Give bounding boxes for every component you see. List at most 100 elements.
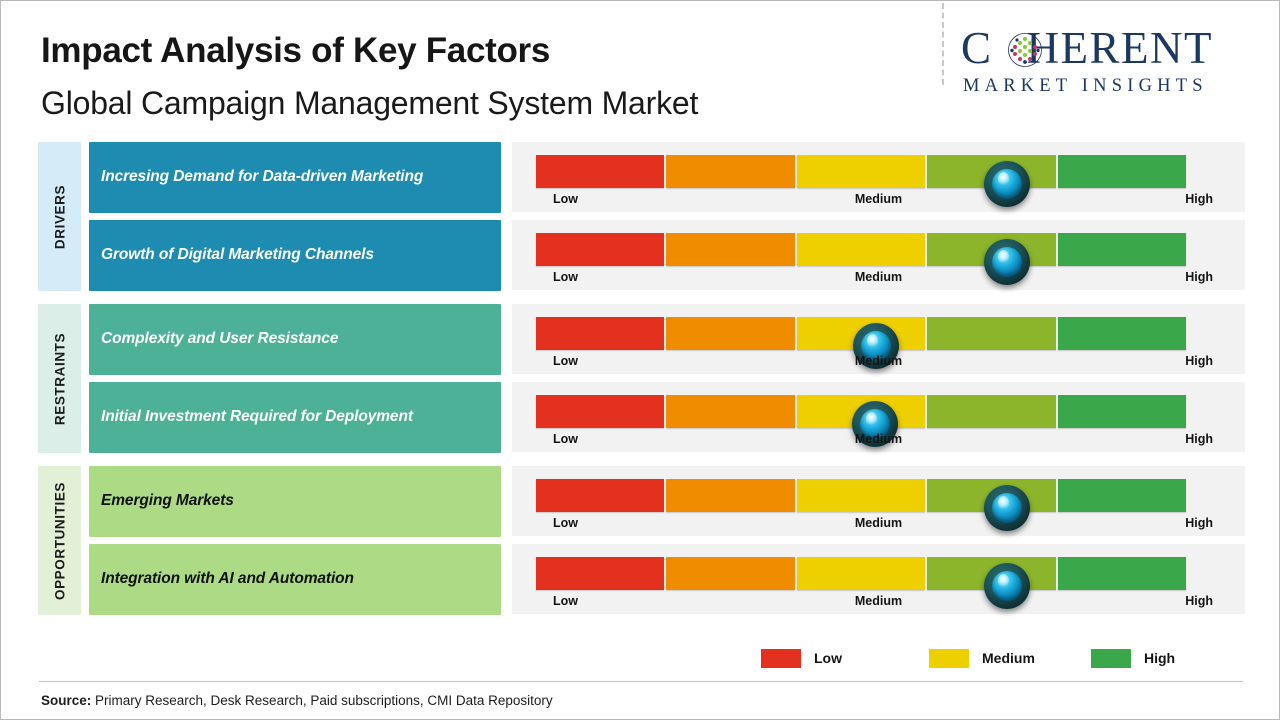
gauge-segment-3 bbox=[796, 233, 926, 266]
gauge-bar bbox=[536, 317, 1188, 369]
gauge-segment-1 bbox=[536, 233, 665, 266]
impact-marker[interactable] bbox=[984, 485, 1031, 531]
legend-item: Medium bbox=[929, 646, 1035, 670]
factor-label: Integration with AI and Automation bbox=[101, 570, 354, 588]
scale-tick-high: High bbox=[1185, 354, 1213, 368]
page-title: Impact Analysis of Key Factors bbox=[41, 31, 551, 70]
gauge-segment-1 bbox=[536, 317, 665, 350]
gauge-row: Low Medium High bbox=[512, 142, 1245, 212]
gauge-segment-3 bbox=[796, 557, 926, 590]
gauge-segment-3 bbox=[796, 155, 926, 188]
category-panel: RESTRAINTS bbox=[38, 304, 81, 453]
gauge-segment-5 bbox=[1057, 317, 1187, 350]
legend-label: High bbox=[1144, 650, 1176, 666]
factor-box[interactable]: Incresing Demand for Data-driven Marketi… bbox=[89, 142, 501, 213]
gauge-bar bbox=[536, 479, 1188, 531]
gauge-row: Low Medium High bbox=[512, 466, 1245, 536]
impact-marker[interactable] bbox=[984, 563, 1031, 609]
category-label: OPPORTUNITIES bbox=[52, 481, 67, 600]
coherent-market-insights-logo: COHERENT bbox=[961, 23, 1269, 103]
factor-label: Initial Investment Required for Deployme… bbox=[101, 408, 413, 426]
header: Impact Analysis of Key Factors Global Ca… bbox=[1, 1, 1279, 133]
scale-tick-high: High bbox=[1185, 516, 1213, 530]
gauge-bar bbox=[536, 395, 1188, 447]
marker-highlight bbox=[998, 496, 1010, 510]
impact-marker[interactable] bbox=[984, 161, 1031, 207]
gauge-bar bbox=[536, 557, 1188, 609]
scale-tick-high: High bbox=[1185, 192, 1213, 206]
scale-tick-low: Low bbox=[553, 516, 578, 530]
scale-tick-low: Low bbox=[553, 270, 578, 284]
logo-tagline: MARKET INSIGHTS bbox=[963, 76, 1208, 96]
gauge-row: Low Medium High bbox=[512, 304, 1245, 374]
logo-wordmark: COHERENT bbox=[961, 23, 1269, 73]
factor-label: Growth of Digital Marketing Channels bbox=[101, 246, 374, 264]
marker-highlight bbox=[866, 412, 878, 426]
marker-highlight bbox=[998, 574, 1010, 588]
impact-marker[interactable] bbox=[852, 401, 899, 447]
gauge-segment-2 bbox=[666, 317, 795, 350]
legend-item: Low bbox=[761, 646, 842, 670]
gauge-segment-4 bbox=[927, 395, 1056, 428]
legend-label: Low bbox=[814, 650, 842, 666]
gauge-row: Low Medium High bbox=[512, 220, 1245, 290]
factor-label: Emerging Markets bbox=[101, 492, 234, 510]
globe-dots-icon bbox=[1007, 32, 1043, 68]
legend-swatch bbox=[1091, 648, 1131, 668]
gauge-segment-5 bbox=[1057, 155, 1187, 188]
category-label: RESTRAINTS bbox=[52, 332, 67, 425]
source-label: Source: bbox=[41, 693, 92, 708]
marker-highlight bbox=[998, 250, 1010, 264]
gauge-segment-1 bbox=[536, 557, 665, 590]
logo-divider bbox=[942, 3, 944, 85]
scale-tick-medium: Medium bbox=[854, 192, 903, 206]
scale-tick-low: Low bbox=[553, 192, 578, 206]
gauge-segment-3 bbox=[796, 479, 926, 512]
gauge-segment-2 bbox=[666, 479, 795, 512]
gauge-bar bbox=[536, 233, 1188, 285]
gauge-row: Low Medium High bbox=[512, 544, 1245, 614]
factor-label: Complexity and User Resistance bbox=[101, 330, 339, 348]
scale-tick-medium: Medium bbox=[854, 354, 903, 368]
legend-label: Medium bbox=[982, 650, 1035, 666]
factor-box[interactable]: Complexity and User Resistance bbox=[89, 304, 501, 375]
gauge-segment-2 bbox=[666, 233, 795, 266]
gauge-segment-4 bbox=[927, 317, 1056, 350]
footer-divider bbox=[39, 681, 1243, 682]
factor-box[interactable]: Emerging Markets bbox=[89, 466, 501, 537]
logo-letter-c: C bbox=[961, 23, 993, 73]
scale-tick-medium: Medium bbox=[854, 432, 903, 446]
category-panel: DRIVERS bbox=[38, 142, 81, 291]
scale-tick-low: Low bbox=[553, 432, 578, 446]
legend-swatch bbox=[761, 648, 801, 668]
scale-tick-high: High bbox=[1185, 594, 1213, 608]
source-text: Primary Research, Desk Research, Paid su… bbox=[91, 693, 553, 708]
marker-highlight bbox=[998, 172, 1010, 186]
gauge-segment-2 bbox=[666, 155, 795, 188]
gauge-segment-2 bbox=[666, 395, 795, 428]
scale-tick-low: Low bbox=[553, 594, 578, 608]
gauge-segment-2 bbox=[666, 557, 795, 590]
scale-tick-medium: Medium bbox=[854, 594, 903, 608]
gauge-segment-1 bbox=[536, 155, 665, 188]
factor-label: Incresing Demand for Data-driven Marketi… bbox=[101, 168, 424, 186]
gauge-segment-5 bbox=[1057, 557, 1187, 590]
marker-highlight bbox=[867, 334, 879, 348]
category-panel: OPPORTUNITIES bbox=[38, 466, 81, 615]
factor-box[interactable]: Integration with AI and Automation bbox=[89, 544, 501, 615]
legend-item: High bbox=[1091, 646, 1175, 670]
impact-marker[interactable] bbox=[853, 323, 900, 369]
factor-box[interactable]: Initial Investment Required for Deployme… bbox=[89, 382, 501, 453]
category-label: DRIVERS bbox=[52, 184, 67, 249]
page-subtitle: Global Campaign Management System Market bbox=[41, 85, 699, 121]
factor-box[interactable]: Growth of Digital Marketing Channels bbox=[89, 220, 501, 291]
scale-tick-medium: Medium bbox=[854, 516, 903, 530]
gauge-bar bbox=[536, 155, 1188, 207]
gauge-segment-5 bbox=[1057, 395, 1187, 428]
impact-marker[interactable] bbox=[984, 239, 1031, 285]
gauge-segment-5 bbox=[1057, 233, 1187, 266]
scale-tick-high: High bbox=[1185, 432, 1213, 446]
gauge-segment-5 bbox=[1057, 479, 1187, 512]
scale-tick-low: Low bbox=[553, 354, 578, 368]
